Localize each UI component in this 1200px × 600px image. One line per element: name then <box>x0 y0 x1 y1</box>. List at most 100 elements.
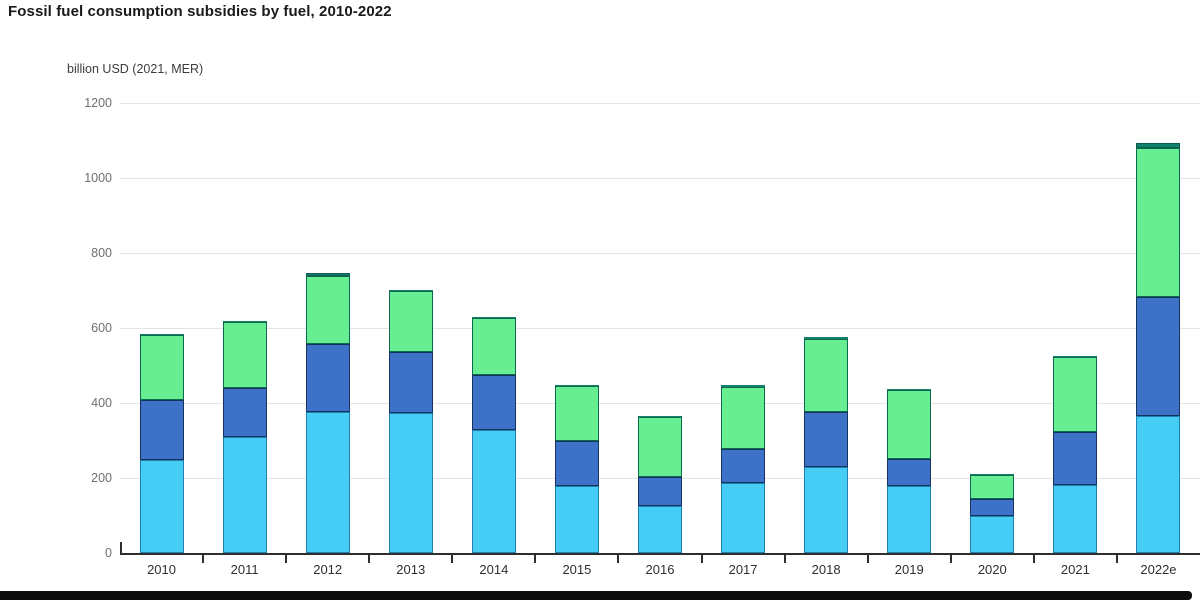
bar-segment-2020-oil <box>970 515 1015 553</box>
y-axis-unit-label: billion USD (2021, MER) <box>67 62 204 76</box>
bar-2012 <box>305 272 350 553</box>
x-tick-label-2015: 2015 <box>562 562 592 577</box>
bar-segment-2012-electricity <box>305 275 350 345</box>
y-tick-label-200: 200 <box>91 471 112 485</box>
bar-segment-2017-natural-gas <box>721 449 766 484</box>
x-tick-label-2010: 2010 <box>147 562 176 577</box>
bar-segment-2013-electricity <box>388 291 433 352</box>
x-axis-tick <box>783 555 786 563</box>
x-axis-tick <box>368 555 371 563</box>
x-axis-tick <box>949 555 952 563</box>
chart-title: Fossil fuel consumption subsidies by fue… <box>8 3 392 20</box>
bar-segment-2019-natural-gas <box>887 459 932 486</box>
bar-segment-2016-electricity <box>638 417 682 477</box>
bar-segment-2013-natural-gas <box>388 351 433 414</box>
bar-segment-2010-coal <box>139 334 184 336</box>
bar-segment-2012-natural-gas <box>305 344 350 412</box>
bar-segment-2018-electricity <box>804 338 849 413</box>
x-tick-label-2020: 2020 <box>977 562 1007 577</box>
bar-segment-2019-electricity <box>887 390 932 460</box>
x-axis-tick <box>451 555 454 563</box>
x-axis-origin-tick <box>120 542 122 553</box>
x-tick-label-2013: 2013 <box>396 562 426 577</box>
bar-segment-2018-coal <box>804 337 849 339</box>
bar-segment-2014-electricity <box>471 317 516 375</box>
gridline-400 <box>120 402 1200 404</box>
bar-segment-2012-coal <box>305 272 350 276</box>
bar-2019 <box>887 389 932 553</box>
bar-segment-2010-natural-gas <box>139 400 184 460</box>
x-axis-tick <box>1115 555 1118 563</box>
bar-segment-2020-electricity <box>970 475 1015 499</box>
bar-2010 <box>139 334 184 553</box>
bar-segment-2022e-natural-gas <box>1136 297 1181 417</box>
bar-segment-2021-coal <box>1053 356 1098 358</box>
bar-segment-2014-oil <box>471 430 516 553</box>
x-tick-label-2014: 2014 <box>479 562 509 577</box>
bar-segment-2021-electricity <box>1053 357 1098 432</box>
bar-segment-2010-oil <box>139 460 184 553</box>
x-axis-tick <box>202 555 205 563</box>
x-axis-tick <box>534 555 537 563</box>
x-axis-tick <box>617 555 620 563</box>
x-tick-label-2012: 2012 <box>313 562 343 577</box>
bar-2018 <box>804 337 849 553</box>
bar-segment-2014-natural-gas <box>471 374 516 430</box>
bar-segment-2018-oil <box>804 466 849 553</box>
bar-2016 <box>638 416 682 553</box>
bottom-divider-bar <box>0 591 1192 600</box>
bar-2015 <box>554 385 599 553</box>
bar-segment-2017-electricity <box>721 386 766 450</box>
bar-2020 <box>970 473 1015 553</box>
bar-segment-2016-natural-gas <box>638 476 682 506</box>
y-tick-label-400: 400 <box>91 396 112 410</box>
bar-2017 <box>721 385 766 553</box>
bar-segment-2013-oil <box>388 413 433 553</box>
bar-segment-2016-oil <box>638 505 682 553</box>
gridline-1000 <box>120 177 1200 179</box>
x-axis-line <box>120 553 1200 555</box>
bar-segment-2015-coal <box>554 385 599 387</box>
x-axis-tick <box>700 555 703 563</box>
x-tick-label-2019: 2019 <box>894 562 924 577</box>
gridline-1200 <box>120 102 1200 104</box>
bar-segment-2013-coal <box>388 290 433 292</box>
bar-segment-2014-coal <box>471 316 516 318</box>
bar-2022e <box>1136 142 1181 553</box>
bar-2011 <box>222 320 267 553</box>
x-tick-label-2017: 2017 <box>728 562 758 577</box>
bar-segment-2015-natural-gas <box>554 440 599 487</box>
bar-2013 <box>388 290 433 553</box>
y-tick-label-800: 800 <box>91 246 112 260</box>
x-axis-tick <box>866 555 869 563</box>
bar-segment-2011-coal <box>222 320 267 322</box>
bar-segment-2020-natural-gas <box>970 499 1015 516</box>
y-tick-label-0: 0 <box>105 546 112 560</box>
bar-segment-2012-oil <box>305 411 350 553</box>
bar-segment-2015-oil <box>554 486 599 553</box>
gridline-600 <box>120 327 1200 329</box>
bar-2014 <box>471 316 516 553</box>
y-tick-label-1200: 1200 <box>84 96 112 110</box>
bar-segment-2021-oil <box>1053 485 1098 553</box>
bar-segment-2020-coal <box>970 473 1015 475</box>
bar-2021 <box>1053 356 1098 553</box>
gridline-800 <box>120 252 1200 254</box>
x-tick-label-2011: 2011 <box>230 562 259 577</box>
bar-segment-2021-natural-gas <box>1053 431 1098 486</box>
x-tick-label-2021: 2021 <box>1060 562 1090 577</box>
x-tick-label-2018: 2018 <box>811 562 841 577</box>
bar-segment-2019-coal <box>887 389 932 391</box>
bar-segment-2011-natural-gas <box>222 388 267 438</box>
bar-segment-2011-oil <box>222 437 267 553</box>
x-tick-label-2022e: 2022e <box>1140 562 1177 577</box>
x-axis-tick <box>1032 555 1035 563</box>
bar-segment-2022e-oil <box>1136 416 1181 553</box>
bar-segment-2022e-coal <box>1136 142 1181 148</box>
y-tick-label-1000: 1000 <box>84 171 112 185</box>
bar-segment-2015-electricity <box>554 386 599 441</box>
x-tick-label-2016: 2016 <box>645 562 675 577</box>
y-tick-label-600: 600 <box>91 321 112 335</box>
bar-segment-2011-electricity <box>222 322 267 388</box>
